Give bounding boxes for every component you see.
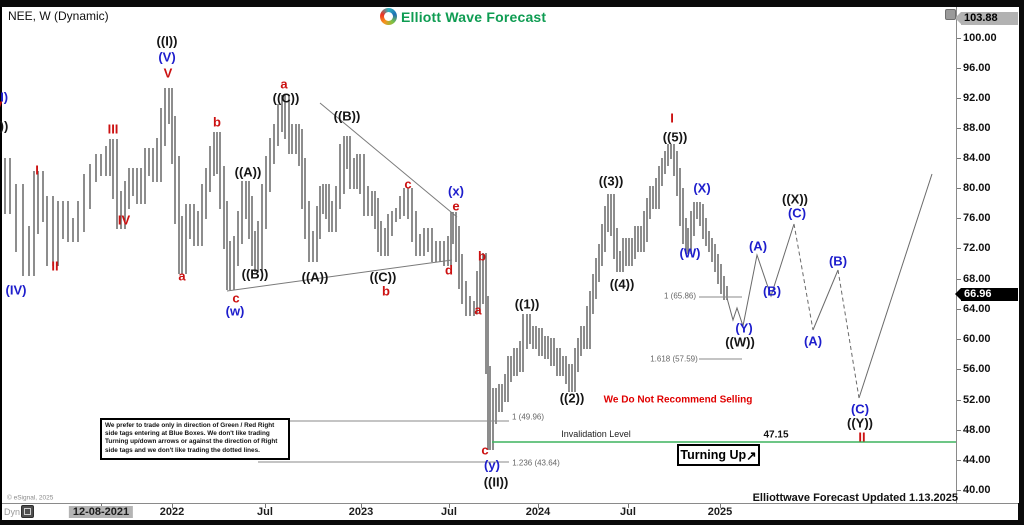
window-bottom-border xyxy=(0,519,1024,525)
projection-path xyxy=(858,173,933,399)
price-tick-label: 64.00 xyxy=(963,303,991,315)
date-tick-mark xyxy=(172,504,173,508)
trendline xyxy=(226,259,453,292)
projection-path xyxy=(726,223,795,328)
price-tick-mark xyxy=(957,279,961,280)
price-tick-mark xyxy=(957,128,961,129)
price-tick-label: 84.00 xyxy=(963,152,991,164)
price-tick-label: 96.00 xyxy=(963,62,991,74)
chart-settings-icon[interactable] xyxy=(945,9,956,20)
date-tick-mark xyxy=(538,504,539,508)
up-right-arrow-icon: ↗ xyxy=(746,448,757,463)
high-price-marker: 103.88 xyxy=(955,12,1018,25)
price-tick-mark xyxy=(957,38,961,39)
price-tick-label: 60.00 xyxy=(963,333,991,345)
price-tick-mark xyxy=(957,430,961,431)
price-tick-label: 52.00 xyxy=(963,394,991,406)
price-tick-mark xyxy=(957,309,961,310)
trading-disclaimer-box: We prefer to trade only in direction of … xyxy=(100,418,290,460)
turning-up-badge: Turning Up ↗ xyxy=(677,444,760,466)
no-sell-recommendation-text: We Do Not Recommend Selling xyxy=(603,394,753,406)
price-tick-label: 44.00 xyxy=(963,454,991,466)
date-tick-mark xyxy=(628,504,629,508)
dyn-mode-icon[interactable] xyxy=(21,505,34,518)
price-tick-mark xyxy=(957,98,961,99)
price-tick-mark xyxy=(957,68,961,69)
brand-logo: Elliott Wave Forecast xyxy=(380,8,546,25)
esignal-copyright: © eSignal, 2025 xyxy=(7,494,54,502)
price-tick-label: 92.00 xyxy=(963,92,991,104)
price-tick-label: 56.00 xyxy=(963,363,991,375)
price-tick-mark xyxy=(957,490,961,491)
brand-logo-icon xyxy=(380,8,397,25)
price-axis[interactable]: 103.88 66.96 100.00 96.00 92.00 88.00 84.00 8… xyxy=(955,7,1019,503)
price-tick-mark xyxy=(957,400,961,401)
price-tick-label: 100.00 xyxy=(963,32,997,44)
invalidation-level-value: 47.15 xyxy=(763,429,789,441)
date-label-selected: 12-08-2021 xyxy=(68,506,134,518)
date-label: 2024 xyxy=(525,506,551,518)
invalidation-level-label: Invalidation Level xyxy=(561,429,631,439)
projection-path-dashed xyxy=(793,223,814,331)
price-tick-label: 72.00 xyxy=(963,242,991,254)
projection-path xyxy=(812,269,839,331)
price-tick-mark xyxy=(957,339,961,340)
price-tick-label: 68.00 xyxy=(963,273,991,285)
window-top-border xyxy=(0,0,1024,7)
date-axis[interactable]: Dyn 12-08-2021 2022 Jul 2023 Jul 2024 Jul 2025 xyxy=(2,503,1018,520)
brand-logo-text: Elliott Wave Forecast xyxy=(401,8,547,25)
forecast-updated-note: Elliottwave Forecast Updated 1.13.2025 xyxy=(752,492,958,504)
date-label: 2022 xyxy=(159,506,185,518)
price-tick-mark xyxy=(957,369,961,370)
date-tick-mark xyxy=(720,504,721,508)
date-label: 2025 xyxy=(707,506,733,518)
price-tick-mark xyxy=(957,188,961,189)
date-label: 2023 xyxy=(348,506,374,518)
dyn-mode-label: Dyn xyxy=(4,507,21,517)
date-label: Jul xyxy=(620,506,636,518)
date-label: Jul xyxy=(441,506,457,518)
date-label: Jul xyxy=(257,506,273,518)
projection-path-dashed xyxy=(837,269,860,399)
date-tick-mark xyxy=(265,504,266,508)
price-tick-label: 88.00 xyxy=(963,122,991,134)
current-price-marker: 66.96 xyxy=(955,288,1018,301)
window-right-border xyxy=(1018,0,1024,525)
turning-up-text: Turning Up xyxy=(680,448,747,462)
price-tick-mark xyxy=(957,460,961,461)
price-tick-label: 76.00 xyxy=(963,212,991,224)
symbol-title: NEE, W (Dynamic) xyxy=(8,9,109,23)
price-tick-mark xyxy=(957,218,961,219)
date-tick-mark xyxy=(361,504,362,508)
price-tick-label: 48.00 xyxy=(963,424,991,436)
date-tick-mark xyxy=(449,504,450,508)
price-tick-label: 80.00 xyxy=(963,182,991,194)
price-tick-mark xyxy=(957,248,961,249)
trendline xyxy=(319,102,458,218)
price-tick-label: 40.00 xyxy=(963,484,991,496)
price-tick-mark xyxy=(957,158,961,159)
